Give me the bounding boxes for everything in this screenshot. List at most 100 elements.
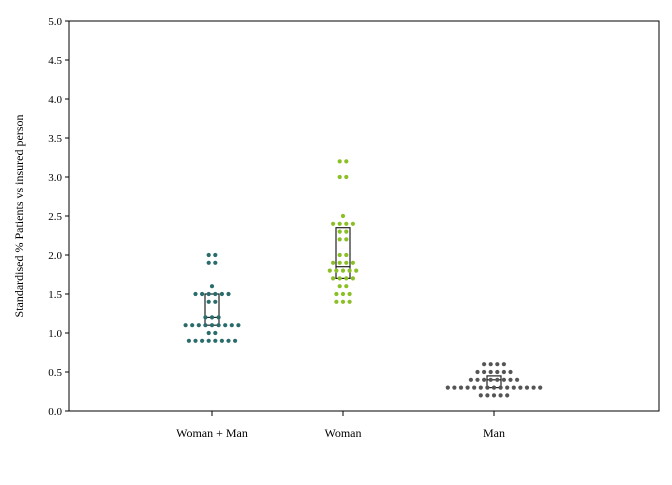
y-tick-label: 3.5	[48, 133, 62, 145]
data-point	[511, 385, 516, 390]
data-point	[340, 268, 346, 273]
data-point	[344, 159, 349, 164]
data-point	[350, 221, 355, 226]
y-axis-title: Standardised % Patients vs insured perso…	[12, 115, 26, 318]
data-point	[340, 291, 346, 297]
plot-frame-group	[68, 20, 660, 412]
data-point	[219, 338, 224, 343]
y-tick-label: 1.5	[48, 289, 62, 301]
iqr-box	[204, 293, 220, 326]
data-point	[334, 299, 339, 304]
y-tick-label: 1.0	[48, 328, 62, 340]
data-point	[508, 369, 513, 375]
data-point	[488, 362, 493, 367]
data-point	[465, 385, 470, 390]
data-point	[213, 338, 218, 343]
data-point	[354, 268, 359, 273]
data-point	[478, 385, 483, 390]
data-point	[344, 284, 349, 289]
y-tick-label: 0.5	[48, 367, 62, 379]
data-point	[331, 221, 336, 226]
data-point	[340, 213, 346, 219]
y-tick-label: 3.0	[48, 172, 62, 184]
data-point	[344, 229, 349, 234]
data-point	[206, 291, 211, 297]
y-tick-label: 2.5	[48, 211, 62, 223]
data-point	[203, 323, 208, 328]
data-point	[495, 362, 500, 367]
data-point	[472, 385, 477, 390]
data-point	[495, 369, 500, 375]
data-point	[216, 323, 221, 328]
data-point	[193, 291, 198, 297]
iqr-box	[335, 227, 351, 279]
data-point	[452, 385, 457, 390]
data-point	[229, 323, 234, 328]
data-point	[344, 174, 349, 180]
y-tick-label: 2.0	[48, 250, 62, 262]
data-point	[347, 268, 352, 273]
data-point	[478, 393, 483, 398]
y-axis-ticks: 0.0 0.5 1.0 1.5 2.0 2.5 3.0 3.5 4.0 4.5 5.0	[48, 16, 69, 418]
data-point	[344, 221, 349, 226]
data-point	[209, 323, 215, 328]
data-point	[206, 260, 211, 265]
data-point	[213, 330, 218, 336]
data-point	[482, 377, 487, 382]
data-point	[475, 369, 480, 375]
data-point	[226, 338, 231, 343]
data-point	[505, 385, 510, 390]
data-point	[219, 291, 224, 297]
data-point	[340, 299, 346, 304]
data-point	[347, 299, 352, 304]
data-point	[200, 338, 205, 343]
data-point	[183, 323, 188, 328]
data-point	[491, 393, 497, 398]
x-tick-label: Man	[483, 426, 505, 440]
data-point	[482, 362, 487, 367]
data-point	[508, 377, 513, 382]
data-point	[186, 338, 191, 343]
data-point	[445, 385, 450, 390]
data-point	[344, 260, 349, 265]
y-tick-label: 4.0	[48, 94, 62, 106]
data-point	[200, 291, 205, 297]
data-point	[331, 260, 336, 265]
data-point	[498, 385, 503, 390]
data-point	[458, 385, 464, 390]
data-point	[501, 362, 506, 367]
x-tick-label: Woman + Man	[176, 426, 248, 440]
y-tick-label: 4.5	[48, 55, 62, 67]
data-point	[213, 299, 218, 304]
data-point	[344, 276, 349, 281]
data-point	[206, 299, 211, 304]
data-point	[196, 323, 201, 328]
data-point	[206, 252, 211, 258]
data-point	[337, 276, 342, 281]
data-point	[498, 393, 503, 398]
data-point	[190, 323, 195, 328]
plot-frame	[68, 20, 660, 412]
data-point	[350, 260, 355, 265]
data-point	[485, 393, 490, 398]
data-point	[334, 291, 339, 297]
data-point	[531, 385, 536, 390]
data-point	[485, 385, 490, 390]
data-point	[213, 252, 218, 258]
data-point	[337, 174, 342, 180]
data-point	[206, 338, 211, 343]
data-point	[482, 369, 487, 375]
data-point	[495, 377, 500, 382]
data-point	[223, 323, 228, 328]
box-group	[204, 227, 502, 389]
x-tick-label: Woman	[324, 426, 361, 440]
data-point	[193, 338, 198, 343]
data-point	[213, 260, 218, 265]
data-point	[475, 377, 480, 382]
data-point	[488, 369, 493, 375]
data-point	[337, 260, 342, 265]
data-point	[236, 323, 241, 328]
data-point	[518, 385, 523, 390]
